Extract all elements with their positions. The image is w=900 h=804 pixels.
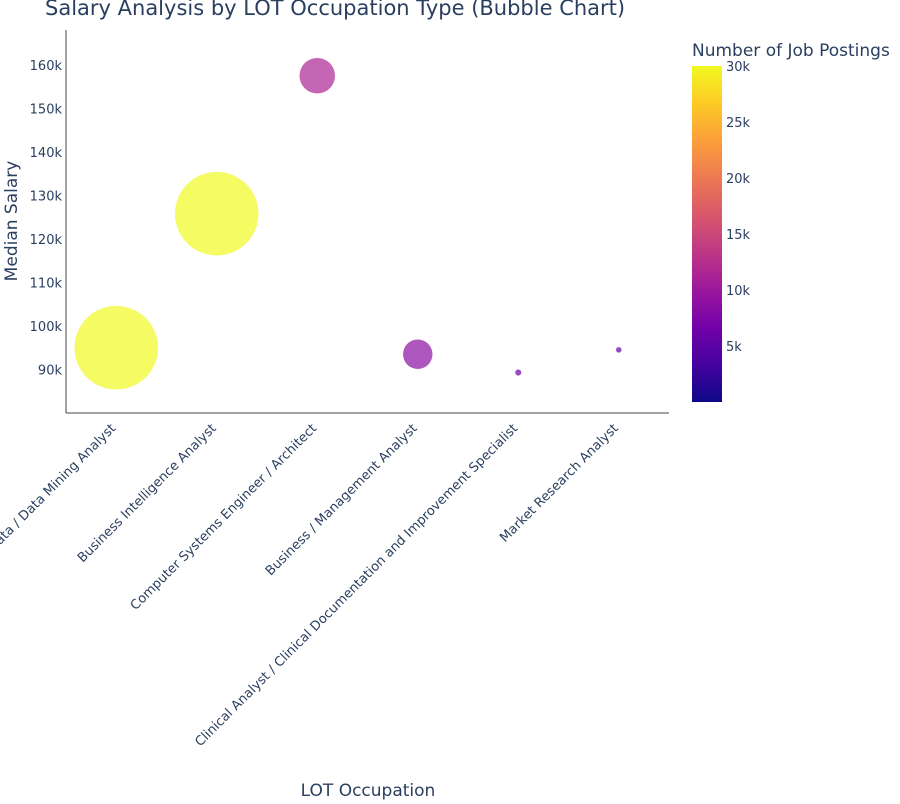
- colorbar-tick-label: 30k: [726, 60, 751, 75]
- y-tick-label: 90k: [38, 363, 63, 378]
- y-tick-label: 130k: [30, 189, 63, 204]
- x-axis-title: LOT Occupation: [301, 781, 436, 800]
- y-tick-label: 120k: [30, 233, 63, 248]
- colorbar-tick-label: 10k: [726, 284, 751, 299]
- y-tick-label: 140k: [30, 146, 63, 161]
- y-tick-label: 150k: [30, 102, 63, 117]
- x-tick-label: Computer Systems Engineer / Architect: [128, 421, 320, 613]
- colorbar: Number of Job Postings 5k 10k 15k 20k 25k 30k: [692, 41, 890, 402]
- y-tick-label: 160k: [30, 59, 63, 74]
- colorbar-title: Number of Job Postings: [692, 41, 890, 61]
- colorbar-gradient: [692, 66, 722, 402]
- y-axis-title: Median Salary: [2, 161, 22, 282]
- colorbar-tick-label: 25k: [726, 116, 751, 131]
- y-tick-label: 110k: [30, 276, 63, 291]
- chart-title: Salary Analysis by LOT Occupation Type (…: [45, 0, 625, 20]
- bubble: [74, 305, 159, 390]
- x-tick-label: Clinical Analyst / Clinical Documentatio…: [192, 421, 521, 750]
- bubble: [174, 171, 259, 256]
- bubble: [615, 346, 622, 354]
- colorbar-tick-label: 15k: [726, 228, 751, 243]
- colorbar-tick-label: 5k: [726, 340, 742, 355]
- colorbar-tick-label: 20k: [726, 172, 751, 187]
- bubble: [514, 369, 522, 377]
- bubble: [299, 57, 336, 94]
- bubble: [402, 339, 433, 370]
- x-tick-label: Market Research Analyst: [497, 421, 621, 545]
- y-tick-label: 100k: [30, 320, 63, 335]
